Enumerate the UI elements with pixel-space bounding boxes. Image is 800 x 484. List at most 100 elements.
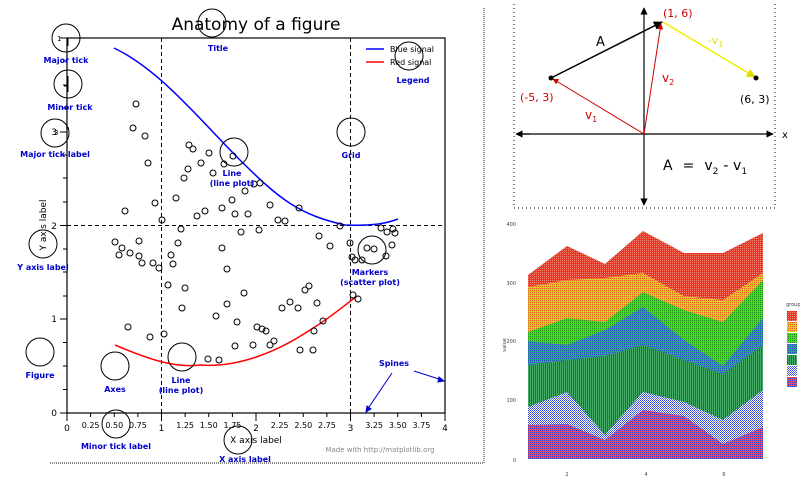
vector-v2 [643,23,664,135]
major-tick-illustration-label: 1 [57,35,61,43]
svg-text:0: 0 [51,409,57,419]
y-axis-label: Y axis label [39,199,49,251]
chart-title: Anatomy of a figure [172,15,341,35]
legend-swatch-3 [787,355,797,365]
annotation-minor-tick-label: Minor tick label [81,442,151,451]
vector-v1 [552,78,645,135]
red-signal-line [114,295,358,367]
annotation-line-1: Line [223,169,243,178]
stacked-legend: group [786,302,800,387]
svg-text:1: 1 [51,315,57,325]
x-axis-label: X axis label [230,436,282,446]
stacked-area-svg: 0 100 200 300 400 value 2 4 6 group [502,222,800,478]
label-v1: v1 [585,108,597,124]
annotation-line-1-sub: (line plot) [210,179,255,188]
vector-A [550,21,663,79]
svg-text:3.50: 3.50 [389,421,407,430]
annotation-markers-sub: (scatter plot) [340,278,400,287]
annotation-legend: Legend [396,76,429,85]
svg-text:2.50: 2.50 [294,421,312,430]
legend-swatch-6 [787,322,797,332]
annotation-major-tick: Major tick [44,56,90,65]
legend-red-label: Red signal [390,58,431,67]
label-point-minus5-3: (-5, 3) [520,91,554,104]
x-axis-letter: x [782,130,788,141]
svg-text:200: 200 [506,339,516,345]
annotation-grid: Grid [342,151,361,160]
svg-text:3: 3 [51,128,57,138]
svg-text:0.50: 0.50 [105,421,123,430]
stacked-x-tick-labels: 2 4 6 [565,472,725,478]
figure-border [50,8,485,464]
vector-svg: x A (1, 6) (-5, 3) (6, 3) v2 v1 -v1 A = v2… [513,4,788,209]
vector-neg-v1 [662,21,756,78]
annotation-circles [25,8,424,455]
svg-text:100: 100 [506,398,516,404]
svg-text:1.25: 1.25 [176,421,194,430]
anatomy-svg: Anatomy of a figure 0 1 2 3 0 1 2 3 4 [16,8,485,464]
annotation-title: Title [208,44,229,53]
x-ticks [66,413,446,421]
made-with-footer: Made with http://matplotlib.org [325,446,434,454]
anatomy-figure: Anatomy of a figure 0 1 2 3 0 1 2 3 4 [16,8,485,464]
stacked-y-tick-labels: 0 100 200 300 400 [506,222,516,464]
label-neg-v1: -v1 [708,34,723,49]
label-A: A [596,35,605,50]
annotation-line-2: Line [172,376,192,385]
svg-text:1.75: 1.75 [223,421,241,430]
svg-text:2.75: 2.75 [318,421,336,430]
legend-swatch-5 [787,333,797,343]
svg-text:2: 2 [253,424,259,434]
stacked-area-chart: 0 100 200 300 400 value 2 4 6 group [500,222,800,480]
stacked-legend-title: group [786,302,800,308]
svg-text:3: 3 [348,424,354,434]
label-v2: v2 [662,71,674,87]
annotation-axes: Axes [104,385,126,394]
svg-text:2: 2 [51,222,57,232]
svg-text:3.25: 3.25 [365,421,383,430]
svg-text:3.75: 3.75 [412,421,430,430]
y-ticks [60,60,67,414]
annotation-line-2-sub: (line plot) [159,386,204,395]
major-tick-label-illustration: 3 [54,129,58,137]
legend-blue-label: Blue signal [390,45,434,54]
area-layer-1 [528,410,763,459]
svg-text:0.75: 0.75 [129,421,147,430]
spines-arrows [365,370,446,413]
svg-text:0: 0 [64,424,70,434]
legend-swatch-2 [787,366,797,376]
point-6-3 [753,75,759,81]
svg-text:1: 1 [159,424,165,434]
annotation-x-axis-label: X axis label [219,455,271,464]
svg-text:0: 0 [513,458,516,464]
x-major-tick-labels: 0 1 2 3 4 [64,424,448,434]
label-point-6-3: (6, 3) [740,93,770,106]
blue-signal-line [113,47,399,226]
point-minus5-3 [548,75,554,81]
annotation-markers: Markers [352,268,389,277]
svg-text:2.25: 2.25 [271,421,289,430]
svg-text:4: 4 [442,424,448,434]
scatter-markers [111,100,399,364]
svg-text:400: 400 [506,222,516,228]
legend-swatch-7 [787,311,797,321]
stacked-y-label: value [502,338,508,352]
svg-text:1.50: 1.50 [200,421,218,430]
annotation-major-tick-label: Major tick label [20,150,90,159]
legend-swatch-1 [787,377,797,387]
legend-swatch-4 [787,344,797,354]
annotation-minor-tick: Minor tick [47,103,93,112]
annotation-figure: Figure [26,371,56,380]
annotation-y-axis-label: Y axis label [16,263,69,272]
x-minor-tick-labels: 0.25 0.50 0.75 1.25 1.50 1.75 2.25 2.50 … [82,421,431,430]
svg-text:0.25: 0.25 [82,421,100,430]
label-point-1-6: (1, 6) [663,7,693,20]
equation: A = v2- v1 [663,158,747,177]
svg-text:4: 4 [644,472,647,478]
svg-text:6: 6 [722,472,725,478]
svg-text:2: 2 [565,472,568,478]
y-tick-labels: 0 1 2 3 [51,128,57,419]
vector-diagram: x A (1, 6) (-5, 3) (6, 3) v2 v1 -v1 A = v2… [508,0,800,215]
tick-illustrations [60,37,76,129]
annotation-spines: Spines [379,359,409,368]
